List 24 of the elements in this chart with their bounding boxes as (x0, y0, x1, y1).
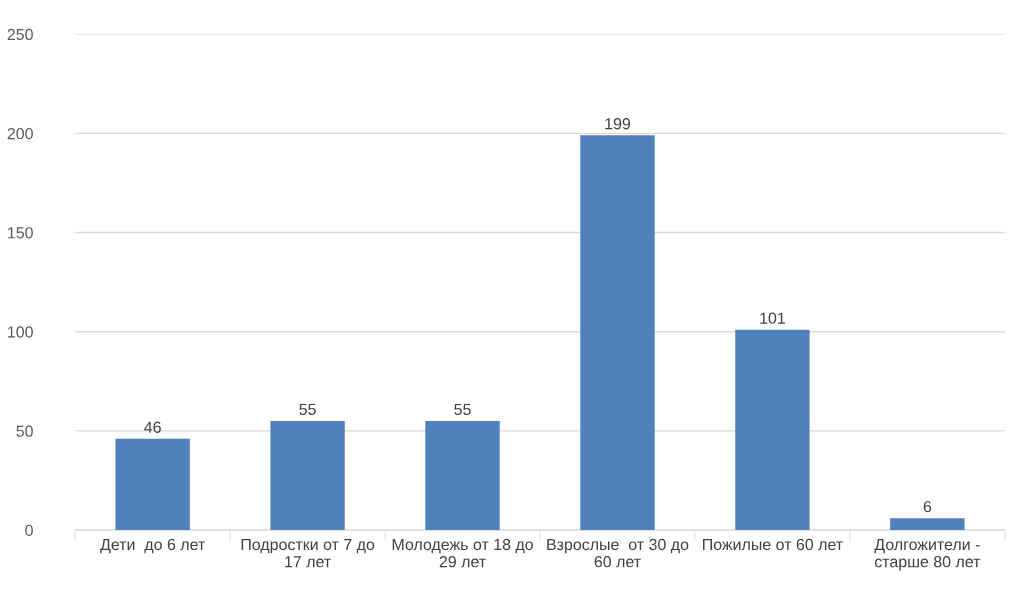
data-label: 101 (760, 312, 785, 324)
data-label: 55 (299, 403, 316, 416)
x-tick-label: Пожилые от 60 лет (703, 538, 843, 551)
bar (270, 420, 345, 531)
y-tick-label: 200 (7, 127, 33, 140)
x-tick-label: Долгожители - старше 80 лет (874, 539, 981, 571)
bar (115, 438, 190, 531)
x-tick-label: Дети до 6 лет (100, 538, 205, 554)
bar (890, 518, 965, 531)
bar (580, 135, 655, 531)
y-tick-label: 100 (8, 326, 33, 338)
x-tick-label: Взрослые от 30 до 60 лет (547, 538, 689, 568)
y-tick-label: 0 (25, 524, 33, 537)
y-tick-label: 150 (8, 227, 33, 239)
data-label: 46 (144, 421, 161, 433)
bar (735, 329, 810, 531)
data-label: 55 (454, 403, 471, 416)
y-tick-label: 50 (16, 425, 33, 437)
x-tick-label: Подростки от 7 до 17 лет (241, 539, 375, 568)
y-tick-label: 250 (7, 28, 33, 41)
x-tick-label: Молодежь от 18 до 29 лет (392, 538, 533, 568)
bar (425, 420, 500, 531)
data-label: 199 (605, 118, 631, 130)
data-label: 6 (923, 500, 932, 513)
